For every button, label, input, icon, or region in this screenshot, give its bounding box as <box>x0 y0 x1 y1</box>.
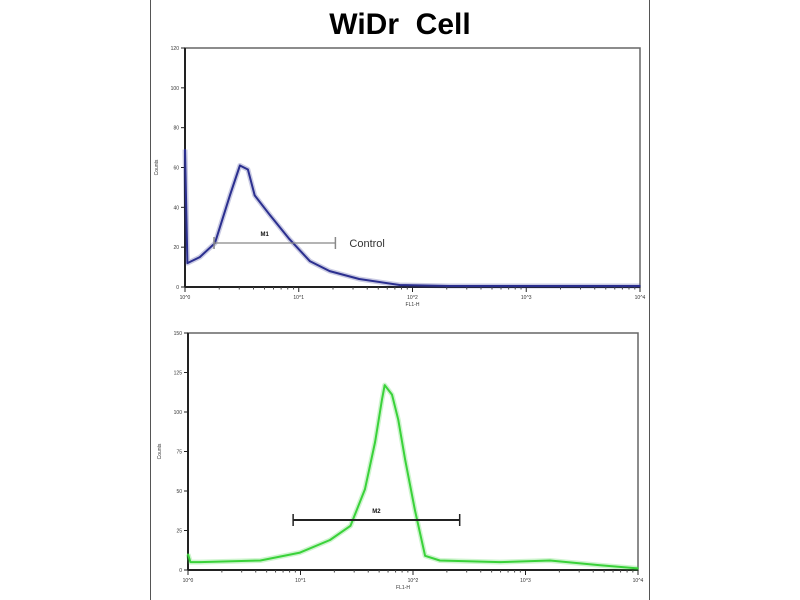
histogram-point <box>364 488 366 491</box>
y-tick-label: 40 <box>173 205 179 211</box>
histogram-point <box>329 539 331 541</box>
histogram-point <box>239 164 241 167</box>
x-axis-label: FL1-H <box>396 585 410 591</box>
histogram-point <box>383 384 386 386</box>
y-tick-label: 25 <box>176 529 182 535</box>
histogram-point <box>299 551 301 554</box>
figure-frame <box>150 0 650 600</box>
y-tick-label: 80 <box>173 126 179 132</box>
y-tick-label: 20 <box>173 245 179 251</box>
histogram-point <box>328 270 331 272</box>
y-tick-label: 100 <box>171 86 180 92</box>
histogram-point <box>637 567 639 570</box>
y-tick-label: 0 <box>179 568 182 574</box>
histogram-panel-1: 0 20 40 60 80 100 120 10^0 10^1 10^2 10^3 10^4 FL1-H… <box>154 46 646 308</box>
y-axis-label: Counts <box>154 159 160 175</box>
histogram-point <box>269 214 271 217</box>
histogram-point <box>308 260 311 262</box>
marker-label: M2 <box>372 509 381 515</box>
x-tick-label: 10^0 <box>183 578 194 584</box>
histogram-point <box>599 564 601 567</box>
histogram-point <box>404 458 406 461</box>
histogram-point <box>549 559 551 562</box>
histogram-point <box>639 285 641 287</box>
histogram-point <box>374 441 376 443</box>
histogram-panel-2: 0 25 50 75 100 125 150 10^0 10^1 10^2 10^3 10^4 FL1-… <box>157 331 644 591</box>
y-axis-label: Counts <box>157 443 163 459</box>
y-tick-label: 0 <box>176 285 179 291</box>
x-axis-label: FL1-H <box>406 302 420 308</box>
x-tick-label: 10^1 <box>293 295 304 301</box>
histogram-point <box>288 238 291 240</box>
histogram-point <box>247 168 249 171</box>
histogram-point <box>199 256 201 258</box>
x-tick-label: 10^2 <box>407 295 418 301</box>
histogram-glow <box>182 149 640 289</box>
x-tick-label: 10^3 <box>520 578 531 584</box>
y-tick-label: 100 <box>174 410 183 416</box>
x-tick-label: 10^4 <box>633 578 644 584</box>
marker-label: M1 <box>261 232 270 238</box>
x-tick-label: 10^1 <box>295 578 306 584</box>
histogram-point <box>349 524 352 527</box>
histogram-point <box>424 554 426 557</box>
histogram-point <box>391 393 393 396</box>
histogram-point <box>199 561 201 563</box>
control-label: Control <box>349 238 384 250</box>
plot-area <box>187 332 639 571</box>
histogram-curve <box>187 384 639 570</box>
y-tick-label: 60 <box>173 166 179 172</box>
histogram-point <box>358 278 361 280</box>
histogram-point <box>259 559 262 562</box>
histogram-point <box>253 194 256 197</box>
x-tick-label: 10^3 <box>521 295 532 301</box>
histogram-point <box>229 194 231 197</box>
histogram-point <box>397 419 400 421</box>
histogram-point <box>448 285 451 287</box>
histogram-point <box>499 561 501 563</box>
histogram-point <box>184 148 186 151</box>
histogram-point <box>414 509 416 511</box>
histogram-point <box>187 553 189 555</box>
histogram-glow <box>185 382 639 571</box>
y-tick-label: 75 <box>176 450 182 456</box>
y-tick-label: 125 <box>174 371 183 377</box>
x-tick-label: 10^4 <box>635 295 646 301</box>
histogram-point <box>189 561 192 563</box>
histogram-point <box>438 559 441 562</box>
histogram-curve <box>184 149 640 287</box>
histogram-point <box>381 398 383 401</box>
histogram-point <box>186 262 189 264</box>
x-tick-label: 10^0 <box>180 295 191 301</box>
y-tick-label: 120 <box>171 46 180 52</box>
plot-area <box>184 47 641 288</box>
y-tick-label: 150 <box>174 331 183 337</box>
chart-title: WiDr Cell <box>329 8 471 41</box>
y-tick-label: 50 <box>176 489 182 495</box>
histogram-point <box>518 285 521 287</box>
histogram-point <box>398 284 401 286</box>
x-tick-label: 10^2 <box>408 578 419 584</box>
